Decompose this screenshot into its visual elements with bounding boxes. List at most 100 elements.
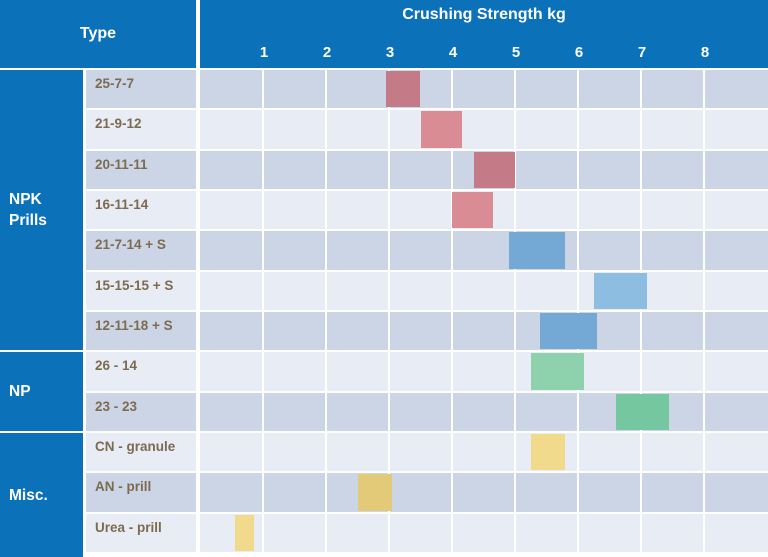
gridline [451, 433, 453, 472]
strength-range-bar [540, 313, 597, 350]
gridline [703, 191, 705, 230]
gridline [514, 271, 516, 310]
type-label: 16-11-14 [95, 197, 149, 212]
gridline [577, 513, 579, 552]
strength-range-bar [385, 71, 421, 108]
type-cell: 20-11-11 [86, 150, 196, 189]
gridline [640, 513, 642, 552]
strength-range-bar [530, 434, 566, 471]
gridline [262, 191, 264, 230]
gridline [703, 70, 705, 109]
plot-row [200, 110, 768, 149]
gridline [451, 352, 453, 391]
type-cell: CN - granule [86, 433, 196, 472]
type-label: 26 - 14 [95, 358, 138, 374]
gridline [640, 433, 642, 472]
gridline [262, 312, 264, 351]
gridline [325, 110, 327, 149]
gridline [703, 392, 705, 431]
gridline [262, 150, 264, 189]
gridline [388, 191, 390, 230]
plot-row [200, 513, 768, 552]
gridline [325, 271, 327, 310]
group-label: NPK Prills [9, 191, 47, 230]
gridline [514, 110, 516, 149]
gridline [262, 271, 264, 310]
gridline [703, 352, 705, 391]
type-label: AN - prill [95, 479, 152, 495]
type-label: Urea - prill [95, 519, 162, 535]
gridline [325, 150, 327, 189]
gridline [640, 110, 642, 149]
gridline [577, 271, 579, 310]
gridline [262, 473, 264, 512]
gridline [388, 110, 390, 149]
strength-range-bar [530, 353, 585, 390]
type-cell: 26 - 14 [86, 352, 196, 391]
gridline [577, 433, 579, 472]
type-column-header: Type [0, 0, 196, 68]
gridline [640, 352, 642, 391]
gridline [262, 231, 264, 270]
gridline [451, 392, 453, 431]
gridline [640, 191, 642, 230]
gridline [388, 231, 390, 270]
gridline [325, 231, 327, 270]
x-axis-tick-label: 7 [637, 44, 647, 61]
gridline [514, 70, 516, 109]
plot-row [200, 70, 768, 109]
type-cell: 12-11-18 + S [86, 312, 196, 351]
type-label: 20-11-11 [95, 156, 148, 172]
x-axis-tick-label: 8 [700, 44, 710, 61]
gridline [514, 513, 516, 552]
type-label: 15-15-15 + S [95, 277, 174, 293]
axis-header: Crushing Strength kg 1 2 3 4 5 6 7 8 [200, 0, 768, 68]
gridline [703, 271, 705, 310]
plot-row [200, 392, 768, 431]
strength-range-bar [615, 393, 670, 430]
gridline [577, 473, 579, 512]
gridline [451, 513, 453, 552]
type-cell: 15-15-15 + S [86, 271, 196, 310]
group-label: NP [9, 383, 31, 401]
gridline [325, 473, 327, 512]
gridline [577, 231, 579, 270]
gridline [451, 271, 453, 310]
type-label: 21-9-12 [95, 116, 142, 132]
type-cell: 21-9-12 [86, 110, 196, 149]
gridline [703, 513, 705, 552]
gridline [640, 473, 642, 512]
plot-row [200, 473, 768, 512]
gridline [514, 392, 516, 431]
type-cell: 25-7-7 [86, 70, 196, 109]
type-cell: 21-7-14 + S [86, 231, 196, 270]
gridline [451, 473, 453, 512]
x-axis-tick-label: 5 [511, 44, 521, 61]
plot-row [200, 231, 768, 270]
gridline [451, 231, 453, 270]
gridline [262, 392, 264, 431]
type-cell: 23 - 23 [86, 392, 196, 431]
gridline [640, 70, 642, 109]
strength-range-bar [474, 151, 515, 188]
gridline [703, 110, 705, 149]
x-axis-tick-label: 3 [385, 44, 395, 61]
gridline [640, 312, 642, 351]
type-label: 21-7-14 + S [95, 237, 166, 253]
gridline [388, 271, 390, 310]
gridline [577, 110, 579, 149]
type-label: 12-11-18 + S [95, 318, 173, 333]
gridline [514, 191, 516, 230]
type-label: CN - granule [95, 439, 176, 454]
x-axis-tick-label: 2 [322, 44, 332, 61]
group-cell-np: NP [0, 352, 83, 431]
gridline [514, 473, 516, 512]
gridline [325, 70, 327, 109]
type-cell: Urea - prill [86, 513, 196, 552]
plot-row [200, 312, 768, 351]
chart-title: Crushing Strength kg [402, 6, 566, 23]
gridline [325, 392, 327, 431]
gridline [388, 312, 390, 351]
gridline [640, 150, 642, 189]
